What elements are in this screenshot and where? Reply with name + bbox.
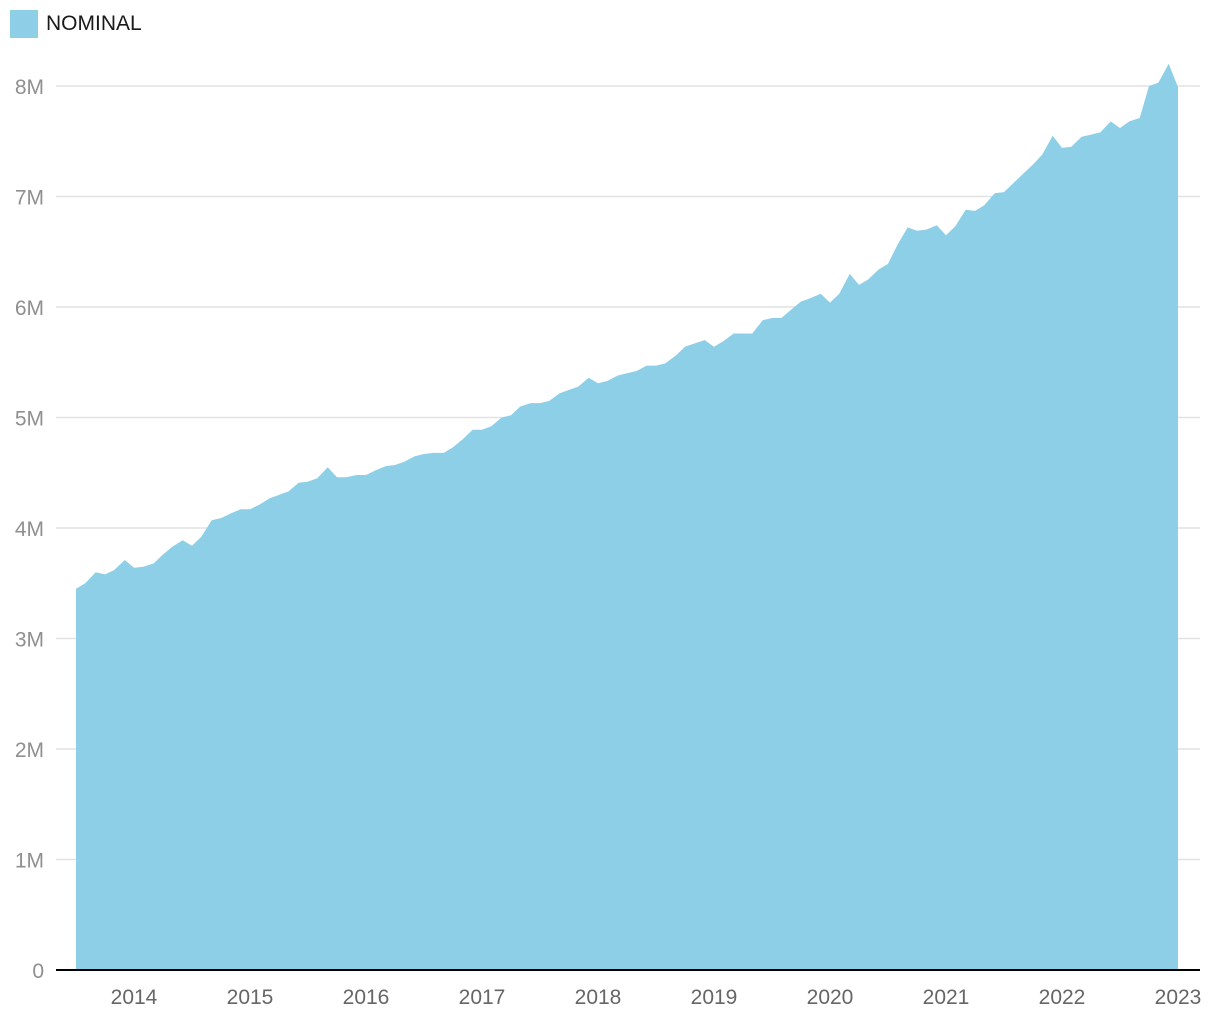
x-tick-label: 2017 [459,986,506,1009]
y-tick-label: 5M [15,408,44,431]
y-tick-label: 1M [15,850,44,873]
legend-swatch [10,10,38,38]
y-tick-label: 2M [15,739,44,762]
legend-label-nominal: NOMINAL [46,12,142,35]
x-tick-label: 2016 [343,986,390,1009]
y-tick-label: 7M [15,187,44,210]
x-tick-label: 2015 [227,986,274,1009]
x-tick-label: 2021 [923,986,970,1009]
y-tick-label: 0 [32,960,44,983]
y-tick-label: 6M [15,297,44,320]
x-tick-label: 2020 [807,986,854,1009]
area-nominal [76,63,1178,970]
y-axis-ticks: 0 1M 2M 3M 4M 5M 6M 7M 8M [15,76,44,983]
y-tick-label: 8M [15,76,44,99]
y-tick-label: 3M [15,629,44,652]
x-tick-label: 2019 [691,986,738,1009]
x-tick-label: 2014 [111,986,158,1009]
area-series [76,63,1178,970]
x-axis-ticks: 2014 2015 2016 2017 2018 2019 2020 2021 2022 2023 [111,986,1202,1009]
x-tick-label: 2022 [1039,986,1086,1009]
x-tick-label: 2023 [1155,986,1202,1009]
legend: NOMINAL [10,10,142,38]
x-tick-label: 2018 [575,986,622,1009]
y-tick-label: 4M [15,518,44,541]
